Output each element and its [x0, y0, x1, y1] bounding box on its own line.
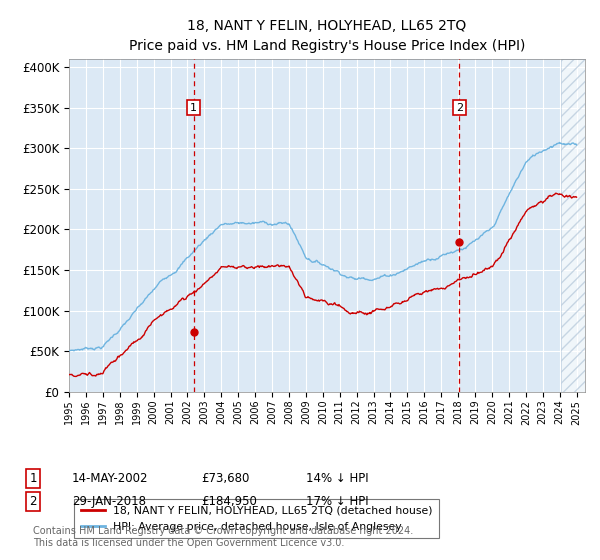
- Text: 1: 1: [190, 102, 197, 113]
- Text: 14-MAY-2002: 14-MAY-2002: [72, 472, 149, 486]
- Text: 14% ↓ HPI: 14% ↓ HPI: [306, 472, 368, 486]
- Text: 17% ↓ HPI: 17% ↓ HPI: [306, 494, 368, 508]
- Text: £73,680: £73,680: [201, 472, 250, 486]
- Text: 2: 2: [456, 102, 463, 113]
- Polygon shape: [561, 59, 585, 392]
- Text: 1: 1: [29, 472, 37, 486]
- Text: 29-JAN-2018: 29-JAN-2018: [72, 494, 146, 508]
- Text: 2: 2: [29, 494, 37, 508]
- Legend: 18, NANT Y FELIN, HOLYHEAD, LL65 2TQ (detached house), HPI: Average price, detac: 18, NANT Y FELIN, HOLYHEAD, LL65 2TQ (de…: [74, 499, 439, 539]
- Title: 18, NANT Y FELIN, HOLYHEAD, LL65 2TQ
Price paid vs. HM Land Registry's House Pri: 18, NANT Y FELIN, HOLYHEAD, LL65 2TQ Pri…: [129, 19, 525, 53]
- Text: £184,950: £184,950: [201, 494, 257, 508]
- Text: Contains HM Land Registry data © Crown copyright and database right 2024.
This d: Contains HM Land Registry data © Crown c…: [33, 526, 413, 548]
